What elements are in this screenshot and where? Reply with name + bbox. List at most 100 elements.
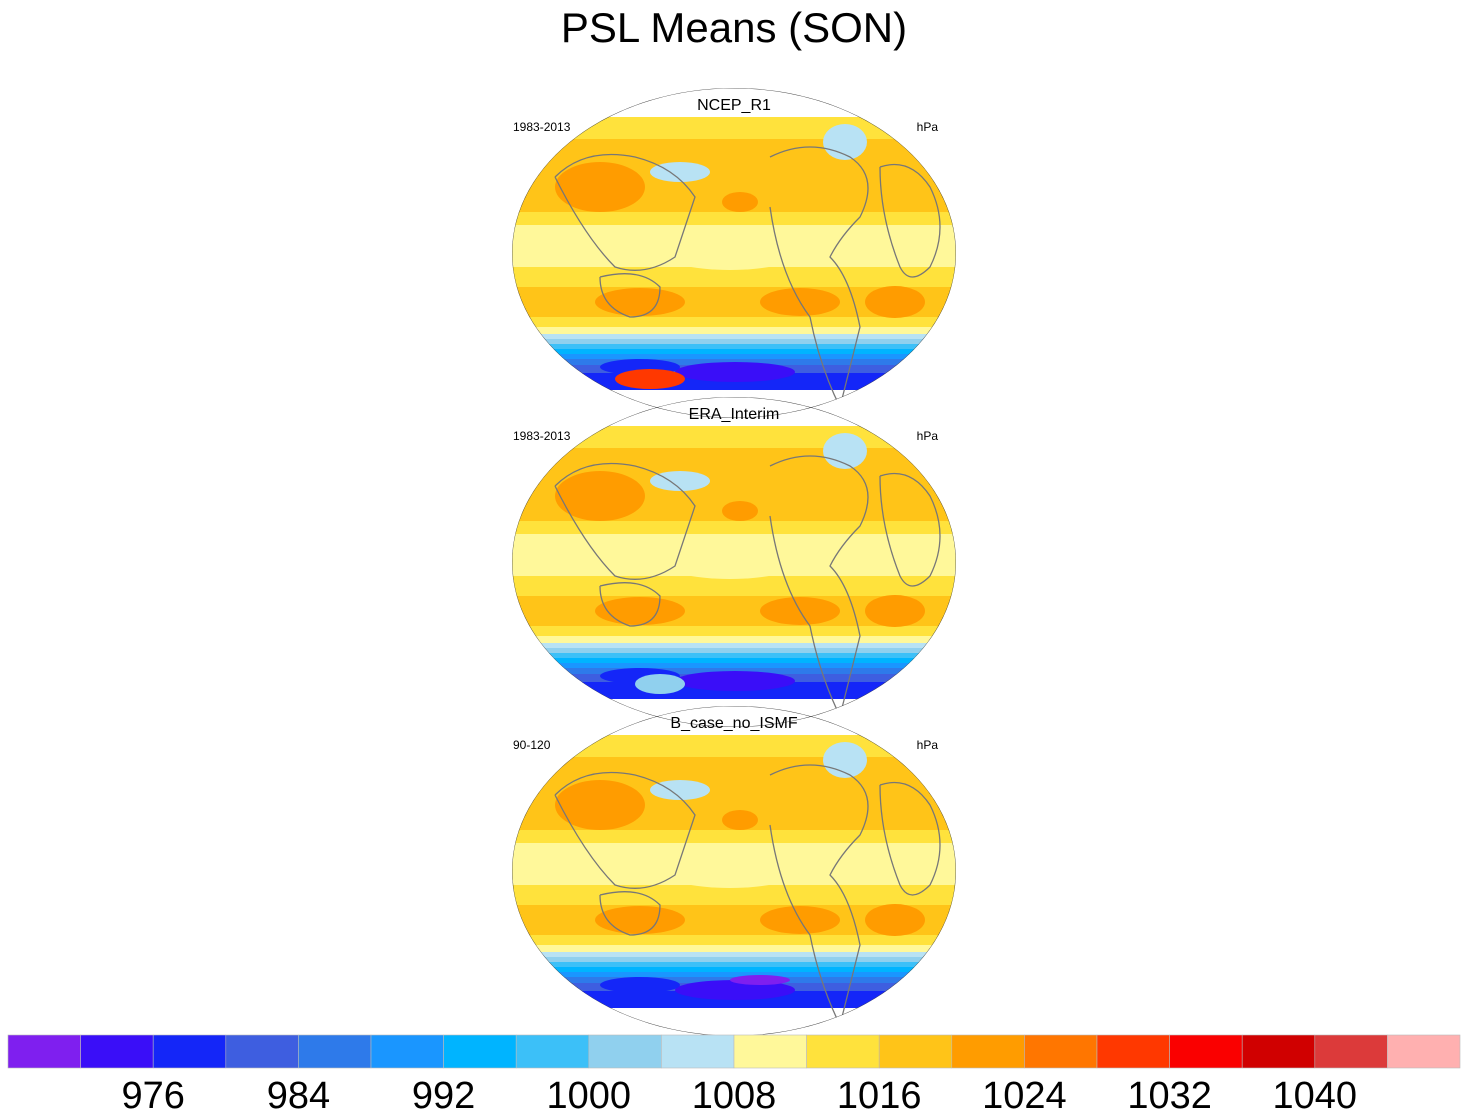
contour-blob bbox=[722, 501, 758, 521]
coastline bbox=[554, 153, 696, 271]
panel-title: NCEP_R1 bbox=[697, 97, 771, 114]
map-field bbox=[512, 426, 956, 718]
contour-band bbox=[512, 735, 956, 758]
coastline bbox=[599, 273, 661, 318]
contour-blob bbox=[722, 810, 758, 830]
contour-band bbox=[512, 648, 956, 654]
colorbar-swatch bbox=[661, 1034, 735, 1069]
colorbar-swatch bbox=[370, 1034, 444, 1069]
panel-units: hPa bbox=[917, 120, 939, 134]
panel-units: hPa bbox=[917, 738, 939, 752]
map-panel: B_case_no_ISMF 90-120 hPa bbox=[512, 706, 956, 1036]
contour-blob bbox=[555, 471, 645, 521]
contour-band bbox=[512, 830, 956, 844]
coastline bbox=[769, 764, 869, 1027]
colorbar-swatch bbox=[806, 1034, 880, 1069]
figure-title: PSL Means (SON) bbox=[561, 4, 907, 51]
colorbar-swatch bbox=[1024, 1034, 1098, 1069]
contour-band bbox=[512, 945, 956, 953]
contour-band bbox=[512, 354, 956, 360]
contour-band bbox=[512, 117, 956, 140]
contour-blob bbox=[865, 286, 925, 318]
contour-blob bbox=[660, 234, 800, 270]
colorbar-swatch bbox=[225, 1034, 299, 1069]
colorbar-swatch bbox=[951, 1034, 1025, 1069]
contour-blob bbox=[675, 671, 795, 691]
panel-units: hPa bbox=[917, 429, 939, 443]
coastline bbox=[554, 771, 696, 889]
contour-band bbox=[512, 935, 956, 946]
contour-band bbox=[512, 327, 956, 335]
map-panel: NCEP_R1 1983-2013 hPa bbox=[512, 88, 956, 418]
colorbar-swatch bbox=[515, 1034, 590, 1069]
contour-band bbox=[512, 267, 956, 288]
contour-blob bbox=[865, 595, 925, 627]
colorbar-tick-label: 992 bbox=[412, 1075, 475, 1116]
contour-band bbox=[512, 334, 956, 340]
coastline bbox=[599, 582, 661, 627]
contour-band bbox=[512, 339, 956, 345]
colorbar-swatch bbox=[1169, 1034, 1243, 1069]
contour-blob bbox=[600, 977, 680, 993]
coastline bbox=[879, 781, 941, 896]
contour-band bbox=[512, 626, 956, 637]
coastline bbox=[879, 163, 941, 278]
colorbar-tick-label: 1032 bbox=[1127, 1075, 1212, 1116]
contour-blob bbox=[650, 780, 710, 800]
panel-period: 1983-2013 bbox=[513, 429, 571, 443]
colorbar-tick-label: 976 bbox=[121, 1075, 184, 1116]
contour-band bbox=[512, 957, 956, 963]
coastline bbox=[554, 462, 696, 580]
contour-band bbox=[512, 521, 956, 535]
colorbar-swatch bbox=[878, 1034, 953, 1069]
colorbar: 976 984 992 1000 1008 1016 1024 1032 1040 bbox=[7, 1034, 1461, 1116]
coastline bbox=[769, 146, 869, 409]
contour-blob bbox=[595, 906, 685, 934]
contour-blob bbox=[615, 369, 685, 389]
coastline bbox=[879, 472, 941, 587]
map-field bbox=[512, 735, 956, 1027]
contour-band bbox=[512, 663, 956, 669]
map-panel: ERA_Interim 1983-2013 hPa bbox=[512, 397, 956, 727]
contour-band bbox=[512, 317, 956, 328]
colorbar-tick-label: 1000 bbox=[547, 1075, 632, 1116]
contour-band bbox=[512, 349, 956, 355]
colorbar-swatch bbox=[1314, 1034, 1388, 1069]
colorbar-swatch bbox=[1241, 1034, 1316, 1069]
contour-blob bbox=[865, 904, 925, 936]
panel-title: B_case_no_ISMF bbox=[670, 715, 797, 732]
contour-blob bbox=[730, 975, 790, 985]
contour-blob bbox=[660, 543, 800, 579]
contour-band bbox=[512, 426, 956, 449]
coastline bbox=[599, 891, 661, 936]
panel-title: ERA_Interim bbox=[689, 406, 780, 423]
contour-band bbox=[512, 643, 956, 649]
contour-band bbox=[512, 885, 956, 906]
colorbar-swatch bbox=[1387, 1034, 1461, 1069]
colorbar-swatch bbox=[588, 1034, 662, 1069]
contour-band bbox=[512, 653, 956, 659]
contour-blob bbox=[675, 362, 795, 382]
colorbar-swatch bbox=[733, 1034, 807, 1069]
contour-band bbox=[512, 344, 956, 350]
colorbar-swatch bbox=[443, 1034, 517, 1069]
contour-band bbox=[512, 658, 956, 664]
colorbar-tick-label: 1040 bbox=[1273, 1075, 1358, 1116]
colorbar-tick-label: 984 bbox=[267, 1075, 330, 1116]
colorbar-swatch bbox=[80, 1034, 154, 1069]
contour-band bbox=[512, 212, 956, 226]
contour-band bbox=[512, 962, 956, 968]
contour-blob bbox=[595, 288, 685, 316]
colorbar-tick-label: 1008 bbox=[692, 1075, 777, 1116]
colorbar-swatch bbox=[7, 1034, 81, 1069]
panel-period: 1983-2013 bbox=[513, 120, 571, 134]
map-field bbox=[512, 117, 956, 409]
colorbar-swatch bbox=[152, 1034, 227, 1069]
contour-blob bbox=[595, 597, 685, 625]
contour-blob bbox=[635, 674, 685, 694]
contour-blob bbox=[555, 162, 645, 212]
contour-blob bbox=[675, 980, 795, 1000]
contour-band bbox=[512, 636, 956, 644]
